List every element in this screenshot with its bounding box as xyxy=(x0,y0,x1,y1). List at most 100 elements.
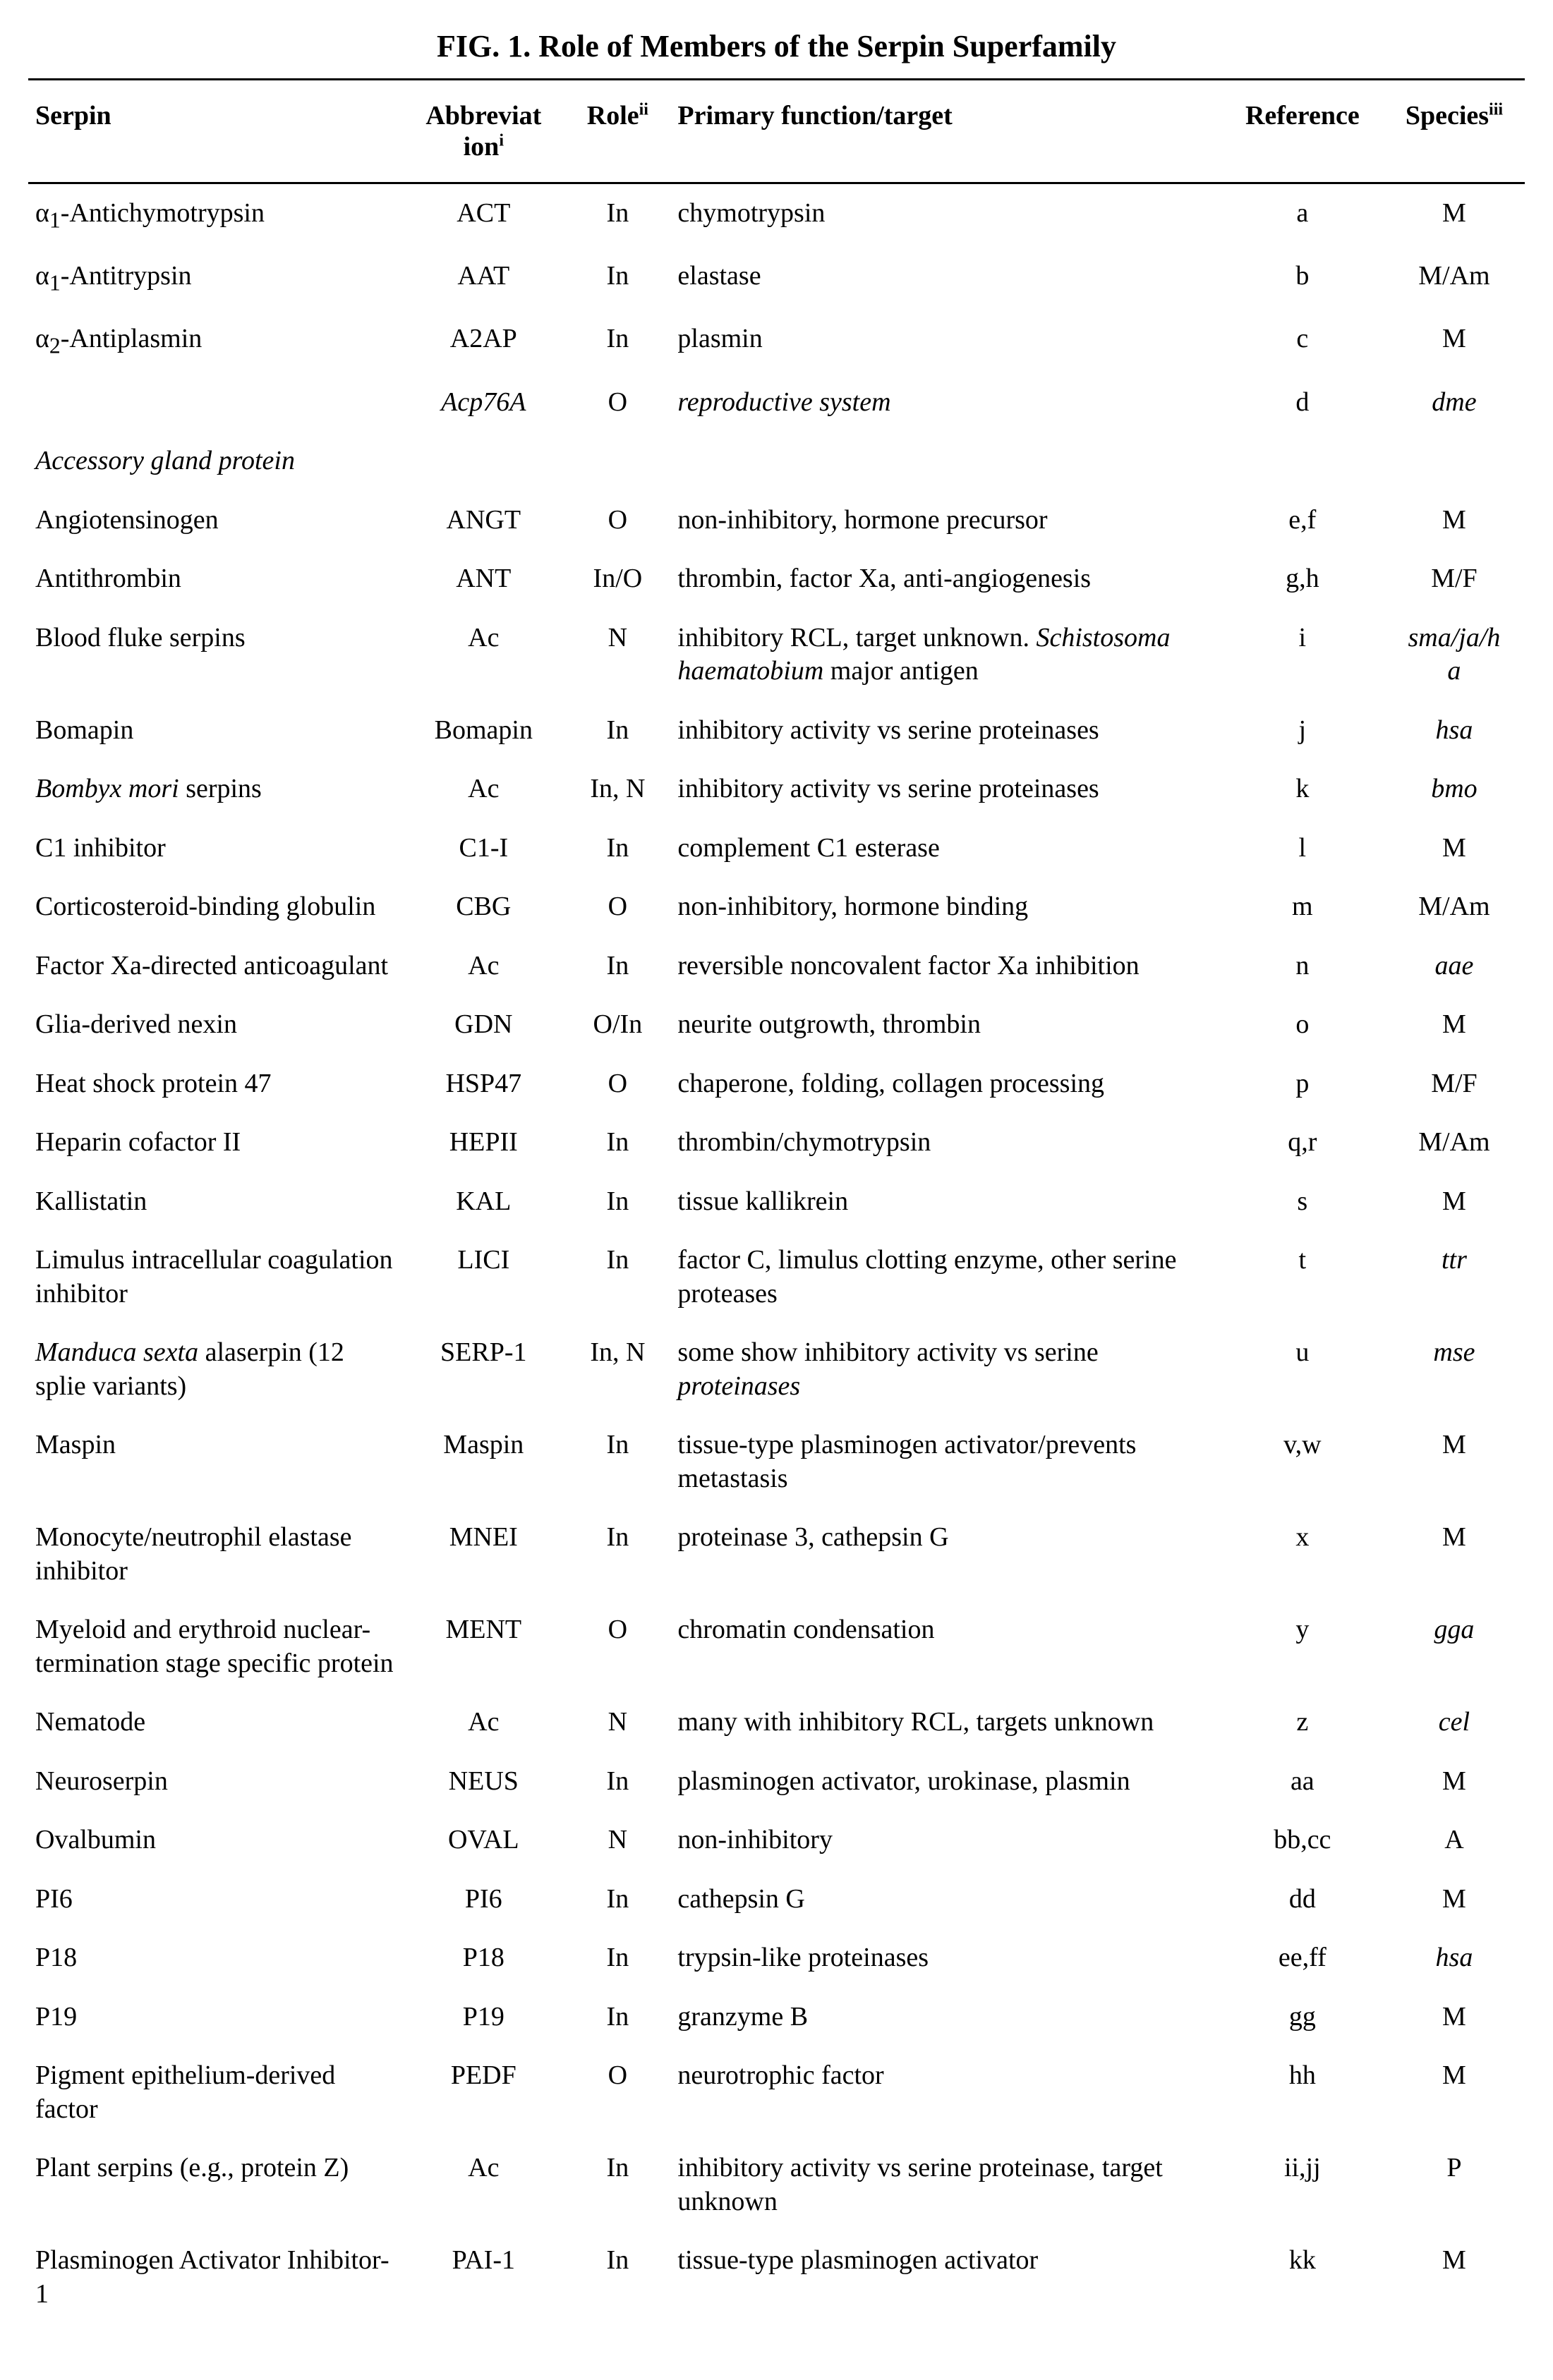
table-header-row: SerpinAbbreviationiRoleiiPrimary functio… xyxy=(28,80,1525,183)
cell-serpin: Myeloid and erythroid nuclear-terminatio… xyxy=(28,1601,402,1693)
cell-role: In, N xyxy=(564,760,670,819)
table-row: Blood fluke serpinsAcNinhibitory RCL, ta… xyxy=(28,609,1525,701)
cell-species: M xyxy=(1384,310,1525,372)
cell-role: In xyxy=(564,1113,670,1172)
cell-serpin: Antithrombin xyxy=(28,550,402,609)
cell-ref: kk xyxy=(1221,2231,1384,2324)
cell-func xyxy=(670,432,1221,491)
cell-species: M/Am xyxy=(1384,878,1525,937)
cell-species: M/Am xyxy=(1384,1113,1525,1172)
cell-species: M xyxy=(1384,1508,1525,1601)
cell-role: In xyxy=(564,2139,670,2231)
cell-serpin: Factor Xa-directed anticoagulant xyxy=(28,937,402,996)
cell-serpin: Manduca sexta alaserpin (12 splie varian… xyxy=(28,1323,402,1416)
cell-func: reproductive system xyxy=(670,373,1221,432)
cell-ref: z xyxy=(1221,1693,1384,1752)
cell-abbrev: PAI-1 xyxy=(402,2231,564,2324)
cell-ref: x xyxy=(1221,1508,1384,1601)
cell-func: chymotrypsin xyxy=(670,183,1221,248)
cell-ref: bb,cc xyxy=(1221,1811,1384,1870)
table-row: Limulus intracellular coagulation inhibi… xyxy=(28,1231,1525,1323)
cell-ref: p xyxy=(1221,1055,1384,1114)
cell-species: hsa xyxy=(1384,701,1525,760)
cell-ref: b xyxy=(1221,247,1384,310)
cell-ref: q,r xyxy=(1221,1113,1384,1172)
column-header: Speciesiii xyxy=(1384,80,1525,183)
table-row: PI6PI6Incathepsin GddM xyxy=(28,1870,1525,1929)
cell-abbrev: LICI xyxy=(402,1231,564,1323)
cell-func: reversible noncovalent factor Xa inhibit… xyxy=(670,937,1221,996)
cell-species: ttr xyxy=(1384,1231,1525,1323)
cell-func: elastase xyxy=(670,247,1221,310)
cell-serpin: Corticosteroid-binding globulin xyxy=(28,878,402,937)
cell-species: M xyxy=(1384,1988,1525,2047)
cell-role: O xyxy=(564,1601,670,1693)
cell-species: dme xyxy=(1384,373,1525,432)
cell-species: M xyxy=(1384,819,1525,878)
cell-role: In xyxy=(564,247,670,310)
table-row: α2-AntiplasminA2APInplasmincM xyxy=(28,310,1525,372)
cell-serpin: Bombyx mori serpins xyxy=(28,760,402,819)
cell-ref: o xyxy=(1221,995,1384,1055)
table-row: Myeloid and erythroid nuclear-terminatio… xyxy=(28,1601,1525,1693)
cell-role: In xyxy=(564,2231,670,2324)
cell-abbrev: OVAL xyxy=(402,1811,564,1870)
table-row: Plasminogen Activator Inhibitor-1PAI-1In… xyxy=(28,2231,1525,2324)
cell-func: neurite outgrowth, thrombin xyxy=(670,995,1221,1055)
cell-species: M xyxy=(1384,995,1525,1055)
cell-species: M/F xyxy=(1384,550,1525,609)
cell-func: tissue-type plasminogen activator xyxy=(670,2231,1221,2324)
table-header: SerpinAbbreviationiRoleiiPrimary functio… xyxy=(28,80,1525,183)
cell-serpin: Plant serpins (e.g., protein Z) xyxy=(28,2139,402,2231)
cell-ref: ii,jj xyxy=(1221,2139,1384,2231)
cell-species: P xyxy=(1384,2139,1525,2231)
cell-abbrev: Ac xyxy=(402,937,564,996)
column-header: Roleii xyxy=(564,80,670,183)
cell-species: gga xyxy=(1384,1601,1525,1693)
figure-page: FIG. 1. Role of Members of the Serpin Su… xyxy=(0,0,1553,2380)
cell-abbrev: A2AP xyxy=(402,310,564,372)
cell-species: bmo xyxy=(1384,760,1525,819)
table-row: Corticosteroid-binding globulinCBGOnon-i… xyxy=(28,878,1525,937)
cell-serpin xyxy=(28,373,402,432)
cell-ref: n xyxy=(1221,937,1384,996)
cell-abbrev: Bomapin xyxy=(402,701,564,760)
cell-ref: hh xyxy=(1221,2046,1384,2139)
cell-ref: d xyxy=(1221,373,1384,432)
cell-abbrev: ACT xyxy=(402,183,564,248)
figure-title: FIG. 1. Role of Members of the Serpin Su… xyxy=(28,28,1525,64)
cell-ref: s xyxy=(1221,1172,1384,1232)
cell-role: O xyxy=(564,2046,670,2139)
cell-serpin: C1 inhibitor xyxy=(28,819,402,878)
table-row: KallistatinKALIntissue kallikreinsM xyxy=(28,1172,1525,1232)
column-header: Reference xyxy=(1221,80,1384,183)
cell-serpin: Ovalbumin xyxy=(28,1811,402,1870)
cell-role: N xyxy=(564,609,670,701)
cell-abbrev: Ac xyxy=(402,760,564,819)
cell-func: inhibitory activity vs serine proteinase… xyxy=(670,760,1221,819)
cell-species: M xyxy=(1384,2046,1525,2139)
cell-role: In xyxy=(564,1508,670,1601)
cell-species: mse xyxy=(1384,1323,1525,1416)
cell-abbrev: P19 xyxy=(402,1988,564,2047)
cell-serpin: α1-Antitrypsin xyxy=(28,247,402,310)
cell-species: M xyxy=(1384,183,1525,248)
table-row: Plant serpins (e.g., protein Z)AcIninhib… xyxy=(28,2139,1525,2231)
table-body: α1-AntichymotrypsinACTInchymotrypsinaMα1… xyxy=(28,183,1525,2324)
cell-func: some show inhibitory activity vs serine … xyxy=(670,1323,1221,1416)
cell-func: inhibitory activity vs serine proteinase… xyxy=(670,2139,1221,2231)
cell-func: non-inhibitory xyxy=(670,1811,1221,1870)
table-row: Monocyte/neutrophil elastase inhibitorMN… xyxy=(28,1508,1525,1601)
cell-ref: aa xyxy=(1221,1752,1384,1811)
cell-role: O xyxy=(564,491,670,550)
cell-func: plasmin xyxy=(670,310,1221,372)
cell-func: complement C1 esterase xyxy=(670,819,1221,878)
cell-role: N xyxy=(564,1811,670,1870)
table-row: AntithrombinANTIn/Othrombin, factor Xa, … xyxy=(28,550,1525,609)
cell-func: chaperone, folding, collagen processing xyxy=(670,1055,1221,1114)
cell-role: In xyxy=(564,1172,670,1232)
cell-ref: l xyxy=(1221,819,1384,878)
cell-species: M xyxy=(1384,491,1525,550)
cell-species: M/F xyxy=(1384,1055,1525,1114)
table-row: Heat shock protein 47HSP47Ochaperone, fo… xyxy=(28,1055,1525,1114)
